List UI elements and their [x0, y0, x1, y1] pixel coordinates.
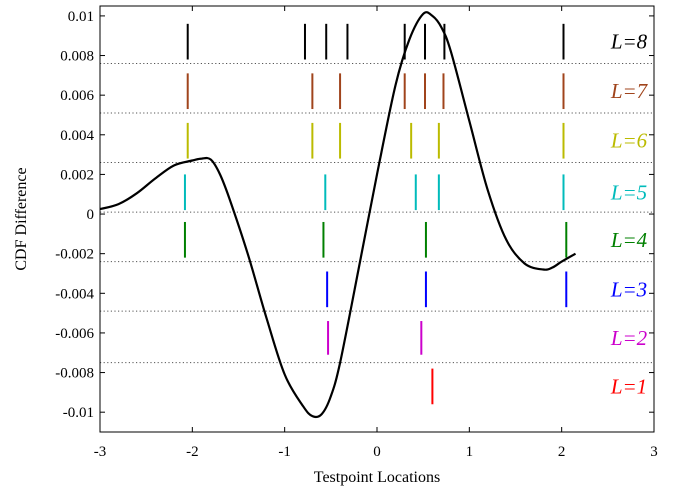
y-tick-label: 0.008 [60, 49, 94, 65]
axis-ticks: -3 -2 -1 0 1 2 3 -0.01 -0.008 -0.006 -0.004 -0.002 0… [55, 6, 658, 460]
grid-layer [100, 62, 654, 364]
y-tick-label: -0.008 [55, 366, 94, 382]
band-label: L=5 [610, 180, 647, 204]
band-label: L=4 [610, 228, 648, 252]
band-label: L=2 [610, 326, 648, 350]
x-tick-label: 1 [466, 444, 474, 460]
curve-layer [99, 11, 577, 419]
y-tick-label: -0.006 [55, 326, 94, 342]
plot-frame [99, 5, 655, 433]
x-tick-label: 0 [373, 444, 381, 460]
y-tick-label: 0.002 [60, 167, 94, 183]
cdf-difference-curve [99, 11, 577, 419]
band-label: L=7 [610, 79, 649, 103]
testpoint-marks [183, 23, 568, 405]
x-tick-label: -3 [94, 444, 107, 460]
y-tick-label: -0.004 [55, 286, 94, 302]
x-tick-label: 3 [650, 444, 658, 460]
y-axis-title: CDF Difference [13, 167, 30, 270]
band-label: L=8 [610, 30, 648, 54]
y-tick-label: -0.002 [55, 247, 94, 263]
x-tick-label: 2 [558, 444, 566, 460]
y-tick-label: 0.006 [60, 88, 94, 104]
band-label: L=1 [610, 374, 647, 398]
y-tick-label: 0.01 [68, 9, 94, 25]
x-tick-label: -2 [186, 444, 199, 460]
y-tick-label: 0.004 [60, 128, 94, 144]
y-tick-label: 0 [87, 207, 95, 223]
y-tick-label: -0.01 [63, 405, 94, 421]
x-axis-title: Testpoint Locations [314, 469, 440, 486]
band-labels: L=1 L=2 L=3 L=4 L=5 L=6 L=7 L=8 [610, 30, 649, 399]
x-tick-label: -1 [278, 444, 291, 460]
band-label: L=6 [610, 129, 648, 153]
band-label: L=3 [610, 277, 647, 301]
